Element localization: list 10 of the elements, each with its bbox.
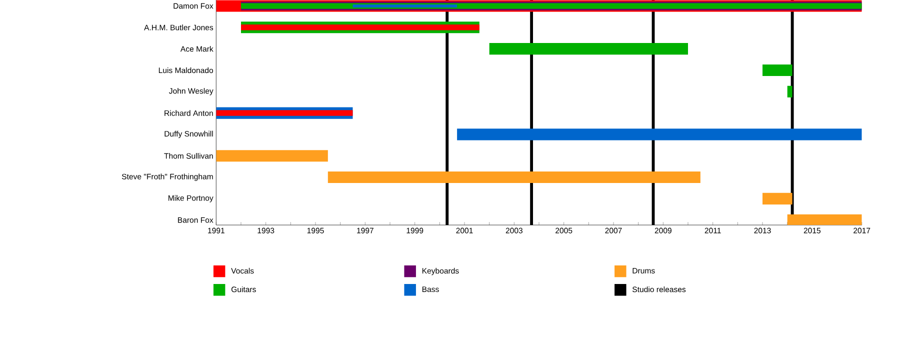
bar <box>216 110 353 116</box>
bar <box>216 150 328 162</box>
bar <box>787 214 862 225</box>
bar <box>787 86 792 98</box>
bar <box>328 171 700 183</box>
bar <box>489 42 688 54</box>
bar <box>457 128 862 140</box>
bar <box>240 24 480 30</box>
bar <box>762 64 792 76</box>
bar <box>762 192 792 204</box>
